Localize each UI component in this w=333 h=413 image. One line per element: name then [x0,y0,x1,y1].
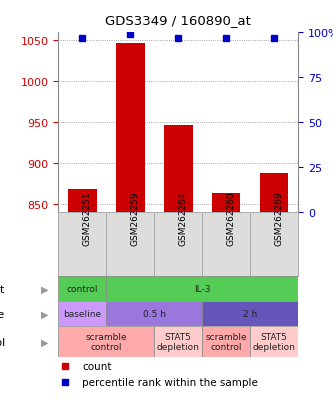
Bar [106,301,202,326]
Text: baseline: baseline [63,309,101,318]
Bar [58,213,106,277]
Bar [250,213,298,277]
Text: control: control [67,285,98,294]
Text: STAT5
depletion: STAT5 depletion [253,332,295,351]
Bar [116,44,145,213]
Text: GSM262251: GSM262251 [82,190,91,245]
Text: scramble
control: scramble control [85,332,127,351]
Text: 0.5 h: 0.5 h [143,309,166,318]
Bar [164,125,192,213]
Text: STAT5
depletion: STAT5 depletion [157,332,199,351]
Text: ▶: ▶ [41,309,49,319]
Text: time: time [0,309,5,319]
Text: IL-3: IL-3 [194,285,210,294]
Bar [202,326,250,357]
Bar [106,277,298,301]
Bar [212,193,240,213]
Bar [154,213,202,277]
Bar [58,277,106,301]
Bar [202,301,298,326]
Text: ▶: ▶ [41,284,49,294]
Text: protocol: protocol [0,337,5,347]
Bar [250,326,298,357]
Text: GDS3349 / 160890_at: GDS3349 / 160890_at [105,14,251,27]
Text: agent: agent [0,284,5,294]
Bar [58,326,154,357]
Text: GSM262269: GSM262269 [274,190,283,245]
Bar [106,213,154,277]
Bar [68,190,97,213]
Text: 2 h: 2 h [243,309,257,318]
Text: percentile rank within the sample: percentile rank within the sample [82,377,258,387]
Text: GSM262259: GSM262259 [130,190,139,245]
Bar [260,173,288,213]
Bar [154,326,202,357]
Text: scramble
control: scramble control [205,332,247,351]
Text: GSM262264: GSM262264 [178,191,187,245]
Text: ▶: ▶ [41,337,49,347]
Bar [202,213,250,277]
Bar [58,301,106,326]
Text: GSM262260: GSM262260 [226,190,235,245]
Text: count: count [82,361,112,370]
